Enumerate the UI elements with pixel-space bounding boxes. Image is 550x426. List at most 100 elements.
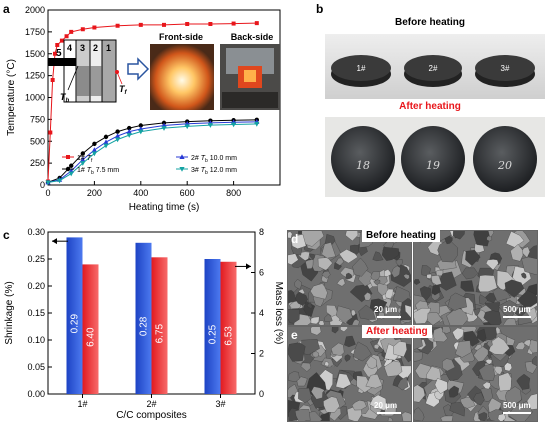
- after-heating-photo-title: After heating: [399, 101, 461, 112]
- shrinkage-value-label: 0.29: [70, 314, 81, 334]
- shrinkage-value-label: 0.25: [208, 324, 219, 344]
- category-2#: 0.28 6.75 2#: [135, 242, 168, 409]
- x-axis-label: C/C composites: [116, 410, 187, 421]
- sem-grain: [317, 257, 333, 271]
- sem-grain: [461, 267, 479, 280]
- sem-grain: [372, 251, 384, 262]
- handwritten-mark-1: 18: [356, 159, 370, 172]
- sem-grain: [434, 378, 448, 394]
- sem-grain: [340, 327, 348, 332]
- sem-grain: [485, 259, 499, 271]
- sem-grain: [321, 242, 336, 259]
- panel-letter-e: e: [291, 328, 298, 342]
- data-point: [127, 125, 132, 131]
- mass-loss-bar: [220, 261, 237, 394]
- sem-grain: [295, 291, 308, 306]
- y-tick-label: 2000: [25, 5, 45, 15]
- sample-schematic: 5 4 3 2 1 Tb Tf: [48, 39, 150, 104]
- data-point: [231, 21, 236, 26]
- layer-label-5: 5: [56, 48, 62, 59]
- sem-grain: [384, 360, 403, 377]
- data-point: [103, 143, 109, 149]
- data-point: [185, 22, 190, 26]
- sem-grain: [397, 376, 409, 391]
- sem-grain: [449, 402, 465, 417]
- sem-grain: [338, 249, 358, 264]
- sem-grain: [291, 234, 307, 249]
- data-point: [103, 134, 109, 140]
- sem-grain: [478, 412, 488, 421]
- sem-grain: [351, 309, 356, 316]
- sem-grain: [463, 330, 480, 347]
- sem-grain: [336, 305, 353, 324]
- sem-grain: [358, 304, 376, 320]
- sem-grain: [478, 364, 495, 381]
- sem-grain: [312, 351, 319, 358]
- sem-grain: [455, 340, 472, 358]
- after-heating-photo: 18 19 20: [325, 117, 545, 197]
- y-left-tick-label: 0.25: [27, 254, 45, 264]
- legend-entry-1: 1# Tf: [62, 155, 93, 164]
- y-left-tick-label: 0.05: [27, 362, 45, 372]
- sem-before-right: [413, 230, 538, 326]
- category-1#: 0.29 6.40 1#: [66, 237, 99, 409]
- sem-grain: [288, 290, 298, 305]
- x-tick-label: 800: [226, 188, 241, 198]
- x-tick-label: 1#: [77, 399, 87, 409]
- y-tick-label: 250: [30, 158, 45, 168]
- sem-grain: [414, 279, 421, 285]
- sem-grain: [532, 356, 537, 367]
- sem-grain: [414, 351, 423, 362]
- data-point: [68, 171, 74, 177]
- sem-grain: [460, 280, 475, 292]
- shrinkage-massloss-chart: 0.00 0.05 0.10 0.15 0.20 0.25 0.30 0 2 4 6 8 Shrinka…: [4, 227, 284, 421]
- sem-grain: [376, 282, 388, 296]
- sem-grain: [430, 274, 442, 286]
- sem-grain: [431, 283, 441, 296]
- data-point: [48, 130, 53, 135]
- data-point: [80, 156, 86, 162]
- sem-grain: [391, 265, 401, 278]
- sem-grain: [473, 392, 485, 406]
- right-axis-arrowhead: [246, 263, 251, 270]
- sem-grain: [336, 277, 346, 287]
- front-side-photo: [150, 44, 214, 110]
- sem-grain: [426, 366, 442, 381]
- sem-grain: [401, 411, 411, 421]
- sem-grain: [507, 401, 533, 421]
- tb-label: Tb: [60, 92, 70, 104]
- series-4: [45, 121, 260, 186]
- panel-letter-b: b: [316, 2, 324, 16]
- sem-grain: [521, 256, 537, 275]
- data-point: [64, 34, 69, 39]
- x-axis-label: Heating time (s): [129, 202, 200, 213]
- sem-grain: [510, 244, 524, 262]
- y-left-tick-label: 0.15: [27, 308, 45, 318]
- mass-loss-value-label: 6.40: [86, 327, 97, 347]
- sem-grain: [294, 278, 302, 290]
- scale-label-before-large: 500 μm: [503, 305, 531, 314]
- sem-before-heating-label: Before heating: [362, 229, 441, 242]
- data-point: [254, 21, 259, 26]
- sem-grain: [437, 239, 458, 263]
- sem-grain: [387, 417, 393, 421]
- sem-grain: [384, 288, 394, 299]
- disc-label-2: 2#: [429, 64, 438, 73]
- sem-grain: [403, 273, 410, 280]
- data-point: [92, 25, 97, 30]
- y-tick-label: 1750: [25, 27, 45, 37]
- data-point: [69, 163, 74, 168]
- scale-label-before-small: 20 μm: [374, 305, 398, 314]
- sem-grain: [344, 354, 351, 362]
- sem-grain: [318, 320, 325, 325]
- sem-grain: [497, 413, 506, 421]
- sem-grain: [301, 231, 325, 247]
- sem-grain: [482, 381, 491, 390]
- data-point: [57, 178, 63, 184]
- data-point: [91, 147, 97, 152]
- before-heating-photo: 1# 2# 3#: [325, 34, 545, 99]
- data-point: [115, 129, 120, 134]
- layer-label-1: 1: [106, 43, 111, 53]
- legend-label: 3# Tb 12.0 mm: [191, 167, 237, 176]
- data-point: [126, 133, 132, 138]
